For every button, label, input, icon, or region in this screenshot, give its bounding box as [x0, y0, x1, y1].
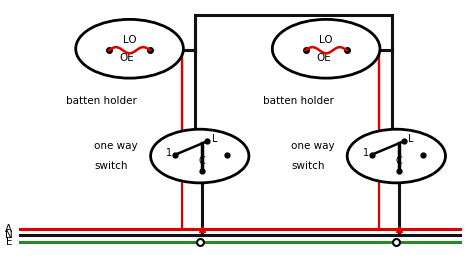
Text: L: L [212, 134, 217, 144]
Text: L: L [408, 134, 414, 144]
Text: one way: one way [291, 141, 335, 151]
Text: C: C [395, 156, 402, 167]
Text: 1: 1 [166, 148, 173, 158]
Text: batten holder: batten holder [263, 96, 334, 106]
Circle shape [151, 129, 249, 183]
Circle shape [347, 129, 446, 183]
Text: 1: 1 [363, 148, 369, 158]
Text: OE: OE [119, 52, 134, 63]
Text: LO: LO [123, 35, 137, 45]
Text: LO: LO [319, 35, 333, 45]
Text: A: A [5, 224, 12, 234]
Text: N: N [5, 230, 12, 240]
Circle shape [272, 19, 380, 78]
Text: E: E [6, 237, 12, 247]
Text: switch: switch [291, 161, 325, 171]
Text: batten holder: batten holder [66, 96, 137, 106]
Text: OE: OE [316, 52, 331, 63]
Text: switch: switch [94, 161, 128, 171]
Text: one way: one way [94, 141, 138, 151]
Text: C: C [199, 156, 206, 167]
Circle shape [76, 19, 183, 78]
